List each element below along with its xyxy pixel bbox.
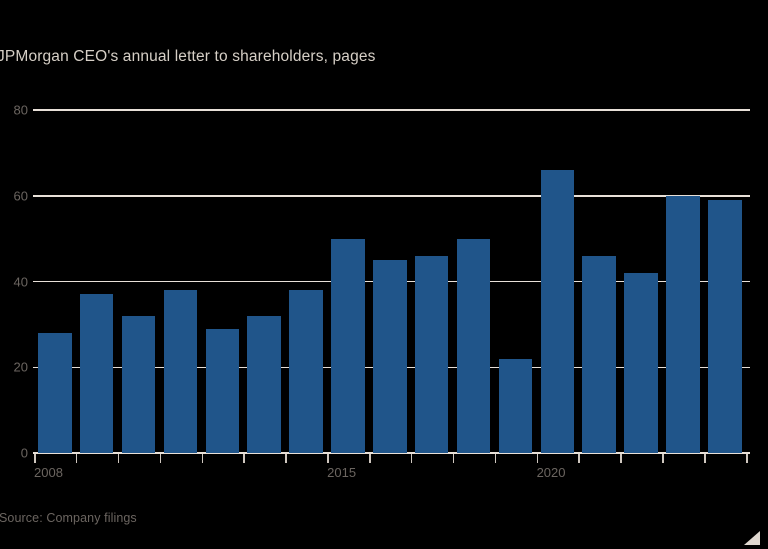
- x-axis-tick: [452, 454, 455, 463]
- x-axis-tick: [494, 454, 497, 463]
- x-axis-tick: [327, 454, 329, 463]
- bar: [79, 294, 114, 453]
- bar: [582, 255, 616, 453]
- bar: [498, 358, 533, 453]
- x-axis-tick: [75, 454, 78, 463]
- y-axis-tick-label: 40: [13, 274, 28, 289]
- x-axis-tick: [285, 454, 287, 463]
- source-note: Source: Company filings: [0, 511, 137, 525]
- x-axis-tick: [662, 454, 664, 463]
- bar: [289, 290, 323, 453]
- x-axis-tick: [201, 454, 204, 463]
- x-axis-tick: [369, 454, 371, 463]
- bar: [373, 260, 407, 453]
- y-axis-tick-label: 60: [13, 188, 28, 204]
- bar: [205, 328, 240, 453]
- bar: [456, 238, 491, 453]
- y-axis-tick-label: 20: [13, 359, 28, 375]
- x-axis-tick: [410, 454, 413, 463]
- x-axis-tick-label: 2020: [536, 465, 566, 480]
- bar: [666, 195, 700, 453]
- bar: [331, 238, 365, 453]
- ft-logo-mark: [744, 531, 760, 545]
- x-axis-tick: [704, 454, 706, 463]
- bar: [38, 332, 72, 453]
- bar: [540, 170, 575, 453]
- chart-title: JPMorgan CEO's annual letter to sharehol…: [0, 48, 376, 65]
- x-axis-tick: [243, 454, 245, 463]
- x-axis-tick: [746, 454, 748, 463]
- bar: [247, 315, 281, 453]
- bar: [624, 272, 658, 453]
- x-axis-tick: [536, 454, 539, 463]
- x-axis-tick-label: 2008: [34, 465, 63, 480]
- x-axis-tick: [620, 454, 622, 463]
- x-axis-tick: [159, 454, 162, 463]
- bar: [414, 255, 449, 453]
- bar: [121, 315, 156, 453]
- gridline-60: [33, 195, 750, 197]
- y-axis-tick-label: 0: [20, 445, 28, 461]
- bar: [708, 200, 742, 453]
- x-axis-tick: [117, 454, 120, 463]
- x-axis-tick-label: 2015: [327, 465, 357, 480]
- bar: [163, 290, 198, 453]
- x-axis-tick: [34, 454, 36, 463]
- x-axis-tick: [578, 454, 580, 463]
- gridline-0: [33, 452, 750, 454]
- gridline-80: [33, 109, 750, 111]
- y-axis-tick-label: 80: [13, 102, 28, 118]
